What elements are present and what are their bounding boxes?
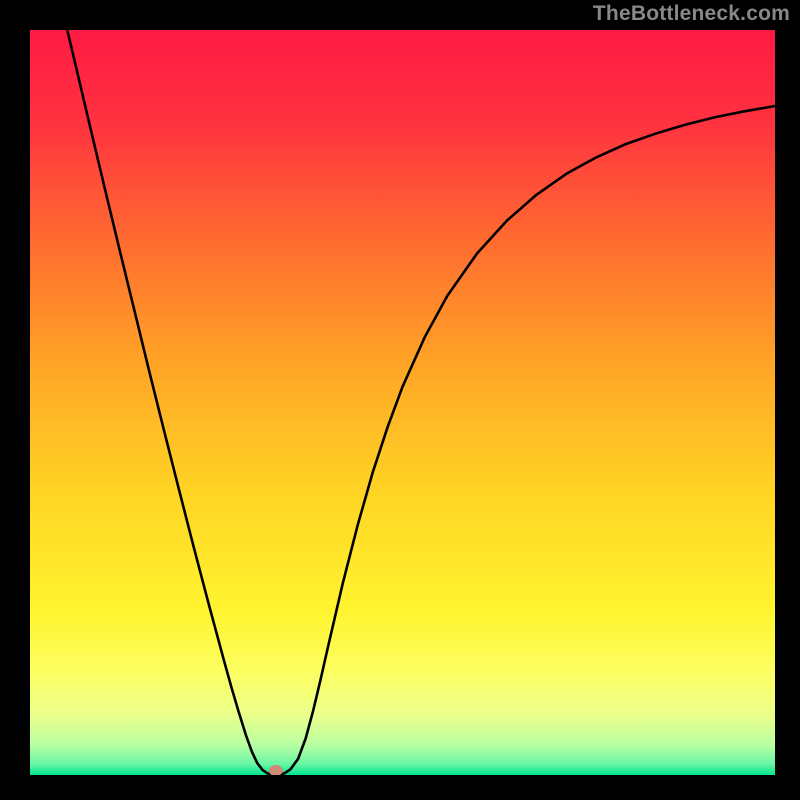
chart-container: TheBottleneck.com — [0, 0, 800, 800]
bottleneck-chart-svg — [0, 0, 800, 800]
optimal-point-marker — [269, 765, 283, 776]
plot-background — [30, 30, 775, 775]
